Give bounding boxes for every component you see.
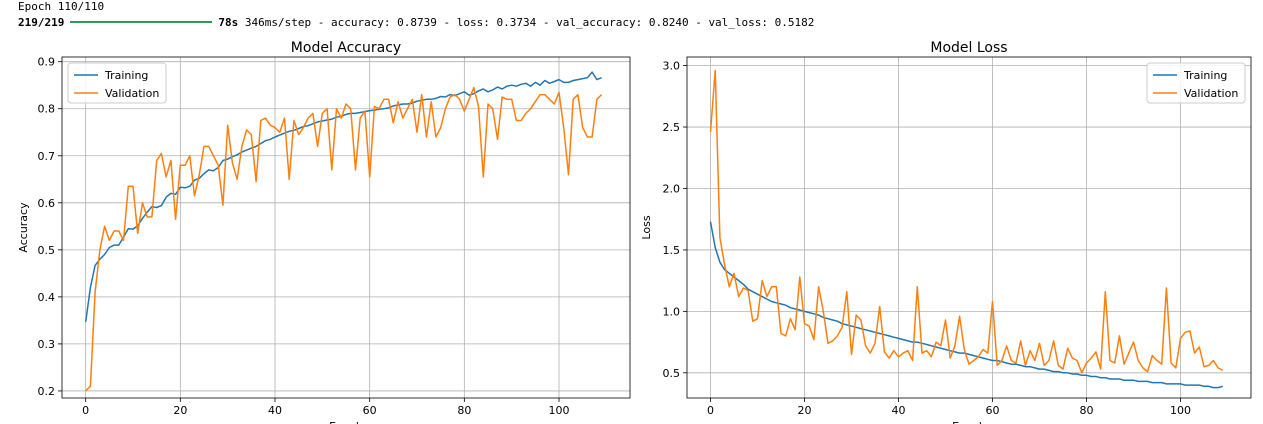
- chart2-title: Model Loss: [930, 40, 1007, 56]
- chart2-ytick-label: 1.0: [663, 305, 681, 318]
- chart2-ytick-label: 0.5: [663, 367, 681, 380]
- chart2-plot-frame: [686, 56, 1252, 399]
- chart1-series-training-line: [84, 71, 602, 322]
- chart2-xtick-label: 40: [892, 404, 906, 417]
- chart1-xtick-label: 100: [549, 404, 570, 417]
- chart1-ytick-label: 0.8: [38, 103, 56, 116]
- epoch-text: Epoch 110/110: [18, 0, 105, 13]
- chart1-plot-frame: [61, 56, 631, 399]
- chart1-legend-label-training: Training: [104, 69, 148, 82]
- chart2-series-training-line: [709, 221, 1223, 389]
- chart2-legend-label-training: Training: [1183, 69, 1227, 82]
- chart1-ylabel: Accuracy: [17, 202, 30, 253]
- chart1-title: Model Accuracy: [291, 40, 401, 56]
- chart2-xtick-label: 60: [986, 404, 1000, 417]
- progress-bar: [70, 21, 213, 23]
- chart1-ytick-label: 0.3: [38, 338, 56, 351]
- log-epoch-line: Epoch 110/110: [18, 0, 104, 14]
- chart2-ytick-label: 2.5: [663, 121, 681, 134]
- chart1-xtick-label: 0: [82, 404, 89, 417]
- chart2-ytick-label: 1.5: [663, 244, 681, 257]
- chart2-xtick-label: 20: [798, 404, 812, 417]
- chart2-legend-label-validation: Validation: [1184, 87, 1238, 100]
- chart1-legend-label-validation: Validation: [105, 87, 159, 100]
- chart1-xtick-label: 40: [268, 404, 282, 417]
- chart1-ytick-label: 0.4: [38, 291, 56, 304]
- chart2-series-validation-line: [709, 69, 1224, 374]
- chart2-xlabel: Epoch: [952, 420, 986, 424]
- chart2-xtick-label: 100: [1170, 404, 1191, 417]
- chart1-ytick-label: 0.9: [38, 56, 56, 69]
- chart1-xtick-label: 80: [457, 404, 471, 417]
- metrics-text: 346ms/step - accuracy: 0.8739 - loss: 0.…: [244, 16, 815, 29]
- chart1-xtick-label: 20: [173, 404, 187, 417]
- chart1-ytick-label: 0.2: [38, 385, 56, 398]
- chart2-xtick-label: 80: [1080, 404, 1094, 417]
- log-progress-line: 219/219 78s 346ms/step - accuracy: 0.8739…: [18, 16, 814, 30]
- chart2-ytick-label: 2.0: [663, 182, 681, 195]
- chart2-xtick-label: 0: [707, 404, 714, 417]
- chart2-ylabel: Loss: [640, 215, 653, 239]
- chart2-ytick-label: 3.0: [663, 60, 681, 73]
- chart1-xlabel: Epoch: [329, 420, 363, 424]
- chart1-xtick-label: 60: [363, 404, 377, 417]
- chart1-ytick-label: 0.6: [38, 197, 56, 210]
- chart1-ytick-label: 0.5: [38, 244, 56, 257]
- chart1-ytick-label: 0.7: [38, 150, 56, 163]
- chart1-series-validation-line: [85, 86, 603, 392]
- steps-text: 219/219: [18, 16, 65, 29]
- time-text: 78s: [218, 16, 239, 29]
